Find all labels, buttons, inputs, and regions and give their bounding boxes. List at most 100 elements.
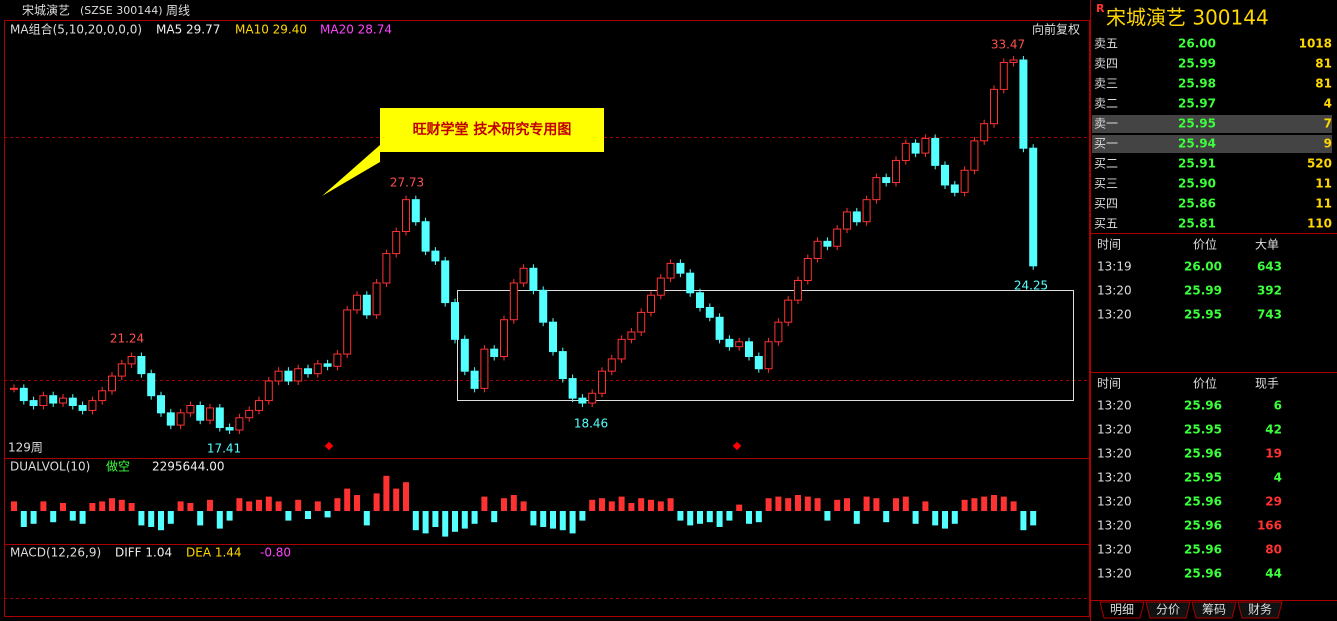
volume: 80 (1265, 543, 1282, 557)
volume-bar (628, 503, 635, 511)
candle (637, 311, 646, 333)
candle (539, 289, 548, 323)
table-header: 现手 (1255, 377, 1279, 391)
candle (480, 348, 489, 389)
tab-label[interactable]: 筹码 (1202, 603, 1226, 617)
volume-bar (314, 501, 321, 511)
volume-bar (207, 499, 213, 511)
candle (509, 282, 518, 321)
price: 26.00 (1184, 260, 1222, 274)
volume-bar (432, 511, 439, 527)
candle (235, 417, 244, 431)
candle (676, 262, 685, 274)
volume-bar (60, 503, 66, 511)
candle (666, 262, 675, 279)
candle (715, 316, 724, 340)
candle (98, 390, 107, 402)
volume-bar (1010, 501, 1017, 511)
candle (872, 177, 881, 201)
tab-label[interactable]: 分价 (1156, 603, 1180, 617)
volume-bar (491, 511, 498, 523)
ob-volume: 4 (1324, 97, 1332, 111)
volume-bar (844, 498, 850, 511)
ob-price: 25.97 (1178, 97, 1216, 111)
macd-value: -0.80 (260, 546, 291, 560)
volume-bar (667, 498, 674, 511)
adjust[interactable]: 向前复权 (1032, 22, 1080, 37)
volume-bar (697, 511, 703, 524)
table-header: 大单 (1255, 238, 1279, 252)
tab-label[interactable]: 财务 (1248, 602, 1272, 617)
ob-price: 25.86 (1178, 197, 1216, 211)
tab-label[interactable]: 明细 (1110, 603, 1134, 617)
volume-bar (834, 499, 841, 511)
volume-bar (706, 511, 713, 523)
candle (568, 378, 577, 399)
volume-bar (197, 511, 204, 526)
volume-bar (922, 501, 929, 511)
candle (431, 250, 440, 262)
macd-label[interactable]: MACD(12,26,9) (10, 546, 101, 560)
candle (196, 404, 205, 421)
volume-bar (109, 498, 115, 511)
row-highlight (1092, 115, 1332, 133)
volume-bar (853, 511, 860, 524)
callout (322, 108, 604, 196)
volume-bar (138, 511, 145, 526)
volume-bar (961, 499, 968, 511)
ob-volume: 110 (1307, 217, 1332, 231)
stock-name: 宋城演艺 (22, 3, 70, 18)
candle (990, 88, 998, 125)
candle (813, 240, 822, 259)
volume: 29 (1265, 495, 1282, 509)
time: 13:20 (1097, 471, 1132, 485)
tab[interactable] (1191, 601, 1237, 619)
panel-title: 宋城演艺 300144 (1106, 6, 1269, 30)
price: 25.96 (1184, 543, 1222, 557)
box (457, 290, 1074, 401)
volume: 42 (1265, 423, 1282, 437)
price: 25.99 (1184, 284, 1222, 298)
volume-bar (579, 511, 586, 521)
volume-bar (550, 511, 556, 529)
volume-bar (354, 495, 360, 511)
ma-label[interactable]: MA组合(5,10,20,0,0,0) (10, 22, 142, 37)
volume-bar (893, 498, 899, 511)
candle (411, 199, 420, 223)
volume: 6 (1274, 399, 1282, 413)
volume: 743 (1257, 308, 1282, 322)
candle (735, 341, 744, 348)
volume-bar (285, 511, 292, 521)
candle (686, 272, 695, 294)
ob-side: 买二 (1094, 157, 1118, 171)
ob-volume: 81 (1315, 57, 1332, 71)
volume-bar (589, 499, 596, 511)
tab[interactable] (1237, 601, 1283, 619)
vol-label[interactable]: DUALVOL(10) (10, 460, 90, 474)
low-label: 18.46 (574, 417, 608, 431)
candle (901, 142, 910, 161)
candle (29, 400, 38, 406)
time: 13:20 (1097, 495, 1132, 509)
candle (362, 294, 371, 316)
ob-volume: 9 (1324, 137, 1332, 151)
candle (882, 177, 891, 184)
volume-bar (501, 498, 507, 511)
volume-bar (265, 496, 272, 511)
ob-volume: 520 (1307, 157, 1332, 171)
candle (304, 368, 312, 375)
tab[interactable] (1099, 601, 1145, 619)
candle (176, 412, 185, 426)
candle (823, 240, 832, 247)
candle (745, 341, 753, 357)
period[interactable]: 周线 (166, 4, 190, 18)
tab[interactable] (1145, 601, 1191, 619)
volume-bar (883, 511, 890, 523)
count: 129周 (8, 441, 43, 455)
candle (803, 257, 812, 282)
candle (549, 321, 557, 353)
volume-bar (618, 496, 625, 511)
time: 13:20 (1097, 284, 1132, 298)
volume-bar (942, 511, 948, 529)
